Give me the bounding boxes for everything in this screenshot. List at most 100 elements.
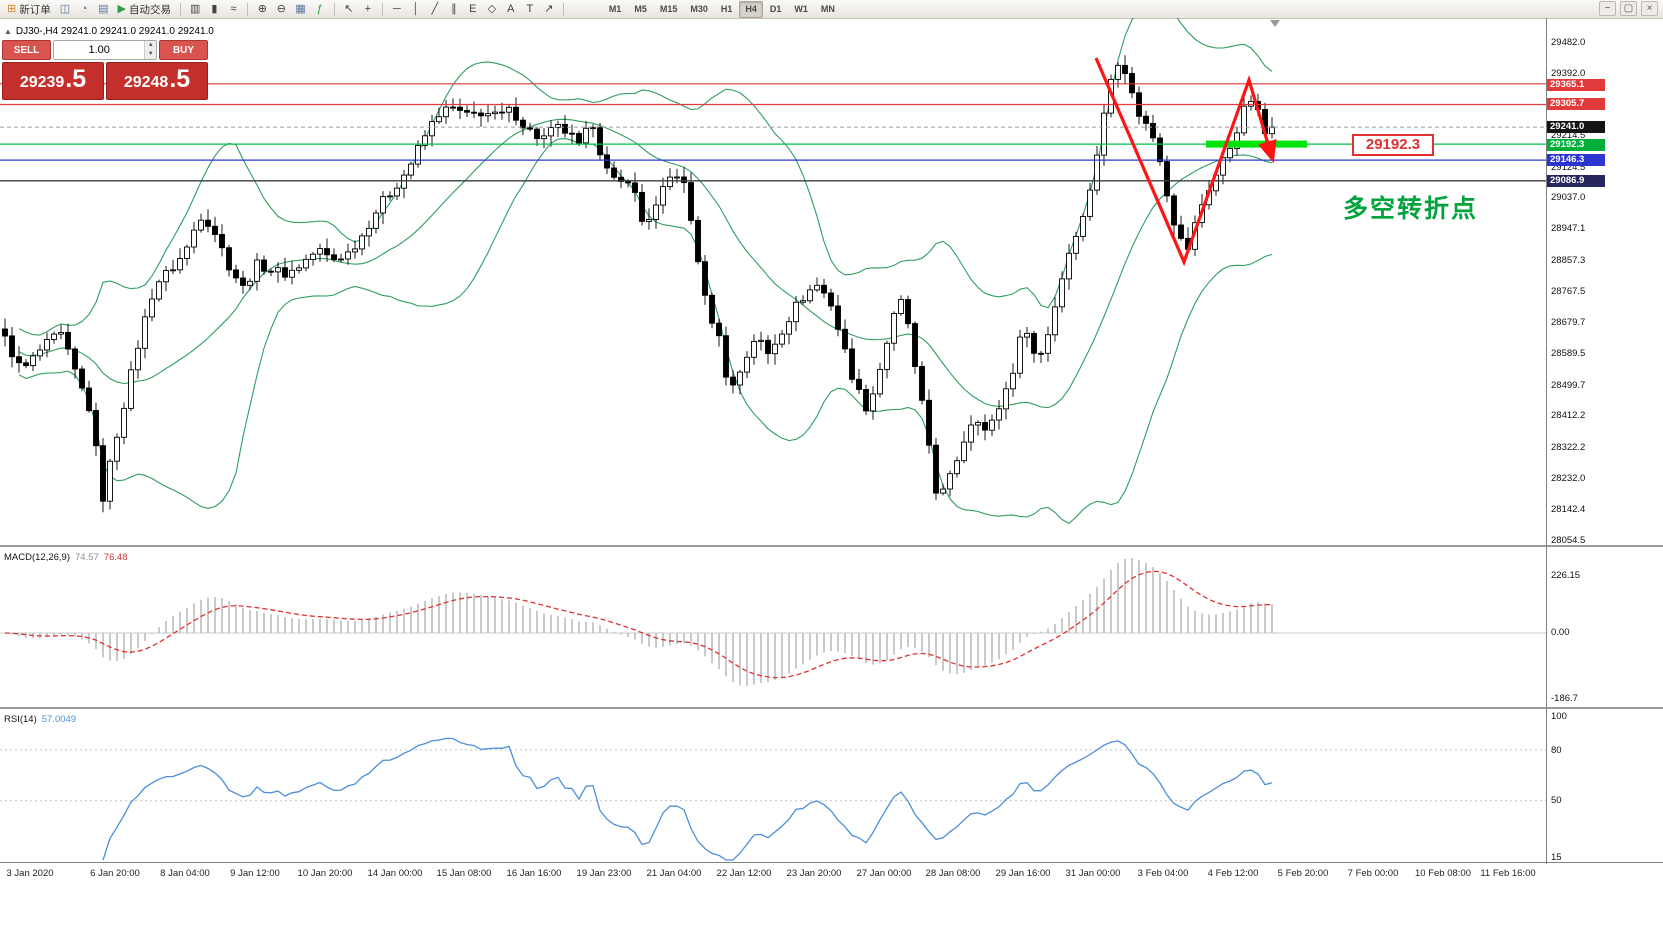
toolbar-separator — [562, 2, 564, 16]
text-icon: A — [507, 2, 515, 15]
new-order-button-label: 新订单 — [19, 3, 51, 16]
horizontal-line-button[interactable]: ─ — [388, 1, 406, 18]
turning-point-note[interactable]: 多空转折点 — [1343, 195, 1479, 223]
trend-zigzag-arrow[interactable] — [1094, 57, 1277, 267]
timeframe-m5-button[interactable]: M5 — [628, 1, 653, 18]
buy-button[interactable]: BUY — [159, 40, 208, 60]
crosshair-button[interactable]: + — [359, 1, 377, 18]
axis-scale-label: -186.7 — [1551, 693, 1578, 704]
support-highlight-bar[interactable] — [1206, 140, 1307, 148]
volume-input[interactable] — [54, 41, 145, 59]
autotrading-button-label: 自动交易 — [129, 3, 171, 16]
rsi-name: RSI(14) — [4, 714, 37, 725]
candlestick-chart-icon: ▮ — [211, 2, 218, 15]
text-label-button[interactable]: T — [521, 1, 539, 18]
timeframe-d1-button[interactable]: D1 — [764, 1, 788, 18]
axis-scale-label: 28589.5 — [1551, 348, 1586, 359]
candlestick-chart-button[interactable]: ▮ — [205, 1, 223, 18]
price-level-badge: 29365.1 — [1547, 79, 1605, 91]
line-chart-button[interactable]: ≈ — [224, 1, 242, 18]
sell-price-display[interactable]: 29239 .5 — [2, 62, 104, 100]
trendline-button[interactable]: ╱ — [426, 1, 444, 18]
vertical-line-button[interactable]: │ — [407, 1, 425, 18]
bollinger-lower-band — [18, 138, 1273, 524]
price-annotation-box[interactable]: 29192.3 — [1352, 134, 1434, 156]
close-button[interactable]: × — [1641, 1, 1658, 16]
arrows-button[interactable]: ↗ — [540, 1, 558, 18]
timeframe-w1-button[interactable]: W1 — [788, 1, 814, 18]
time-axis-label: 11 Feb 16:00 — [1480, 868, 1536, 879]
shapes-button[interactable]: ◇ — [483, 1, 501, 18]
cursor-button[interactable]: ↖ — [340, 1, 358, 18]
axis-scale-label: 28322.2 — [1551, 442, 1586, 453]
time-axis-label: 22 Jan 12:00 — [716, 868, 772, 879]
timeframe-h1-button[interactable]: H1 — [715, 1, 739, 18]
minimize-button[interactable]: − — [1599, 1, 1616, 16]
axis-scale-label: 29392.0 — [1551, 68, 1586, 79]
candlesticks — [2, 55, 1275, 513]
rsi-indicator-canvas[interactable] — [0, 710, 1546, 862]
sell-button[interactable]: SELL — [2, 40, 51, 60]
new-order-icon: ⊞ — [7, 2, 17, 15]
time-axis-label: 10 Jan 20:00 — [297, 868, 353, 879]
time-axis-separator — [0, 862, 1663, 863]
panel-separator[interactable] — [0, 707, 1663, 709]
timeframe-m15-button[interactable]: M15 — [654, 1, 684, 18]
market-watch-button[interactable]: ◔ — [75, 1, 93, 18]
chart-shift-marker[interactable] — [1270, 20, 1280, 27]
bollinger-middle-band — [18, 118, 1273, 409]
zoom-in-icon: ⊕ — [257, 2, 268, 15]
zoom-out-button[interactable]: ⊖ — [272, 1, 290, 18]
channel-icon: ∥ — [451, 2, 457, 15]
toolbar-button-group: ⊞ 新订单 ◫ ◔ ▤ ▶ 自动交易 ▥ ▮ ≈ ⊕ ⊖ ▦ ƒ ↖ + ─ │ ╱ ∥ E ◇ A T ↗ — [3, 1, 568, 18]
volume-increase-button[interactable]: ▲ — [145, 41, 156, 50]
autotrading-button[interactable]: ▶ 自动交易 — [114, 1, 175, 18]
text-button[interactable]: A — [502, 1, 520, 18]
axis-scale-label: 28857.3 — [1551, 255, 1586, 266]
axis-scale-label: 80 — [1551, 745, 1562, 756]
main-chart-canvas[interactable] — [0, 18, 1546, 547]
shapes-icon: ◇ — [487, 2, 497, 15]
timeframe-mn-button[interactable]: MN — [815, 1, 841, 18]
macd-indicator-canvas[interactable] — [0, 548, 1546, 707]
macd-signal-line — [4, 570, 1273, 679]
crosshair-icon: + — [364, 2, 372, 15]
restore-button[interactable]: ▢ — [1620, 1, 1637, 16]
channel-button[interactable]: ∥ — [445, 1, 463, 18]
time-axis-label: 31 Jan 00:00 — [1065, 868, 1121, 879]
price-level-badge: 29192.3 — [1547, 139, 1605, 151]
sell-price-main: 29239 — [19, 74, 65, 91]
time-axis-label: 8 Jan 04:00 — [160, 868, 210, 879]
price-level-badge: 29146.3 — [1547, 154, 1605, 166]
time-axis-label: 23 Jan 20:00 — [786, 868, 842, 879]
timeframe-m1-button[interactable]: M1 — [603, 1, 628, 18]
timeframe-m30-button[interactable]: M30 — [684, 1, 714, 18]
macd-value-signal: 76.48 — [103, 552, 128, 563]
data-window-button[interactable]: ▤ — [94, 1, 112, 18]
time-axis-label: 7 Feb 00:00 — [1347, 868, 1399, 879]
new-order-button[interactable]: ⊞ 新订单 — [3, 1, 55, 18]
one-click-collapse-icon[interactable]: ▲ — [4, 27, 12, 36]
time-axis-label: 9 Jan 12:00 — [230, 868, 280, 879]
bar-chart-button[interactable]: ▥ — [186, 1, 204, 18]
panel-separator[interactable] — [0, 545, 1663, 547]
macd-name: MACD(12,26,9) — [4, 552, 70, 563]
data-window-icon: ▤ — [98, 2, 109, 15]
buy-price-display[interactable]: 29248 .5 — [106, 62, 208, 100]
text-label-icon: T — [526, 2, 534, 15]
volume-field: ▲ ▼ — [53, 40, 157, 60]
toolbar-separator — [247, 2, 249, 16]
chart-window-button[interactable]: ◫ — [56, 1, 74, 18]
fibonacci-button[interactable]: E — [464, 1, 482, 18]
price-level-badge: 29241.0 — [1547, 121, 1605, 133]
zoom-in-button[interactable]: ⊕ — [253, 1, 271, 18]
axis-scale-label: 29482.0 — [1551, 37, 1586, 48]
axis-scale-label: 29214.5 — [1551, 130, 1586, 141]
volume-decrease-button[interactable]: ▼ — [145, 50, 156, 59]
axis-scale-label: 28142.4 — [1551, 504, 1586, 515]
axis-scale-label: 28232.0 — [1551, 473, 1586, 484]
time-axis-label: 21 Jan 04:00 — [646, 868, 702, 879]
tile-windows-button[interactable]: ▦ — [291, 1, 309, 18]
timeframe-h4-button[interactable]: H4 — [739, 0, 763, 18]
indicators-button[interactable]: ƒ — [311, 1, 329, 18]
